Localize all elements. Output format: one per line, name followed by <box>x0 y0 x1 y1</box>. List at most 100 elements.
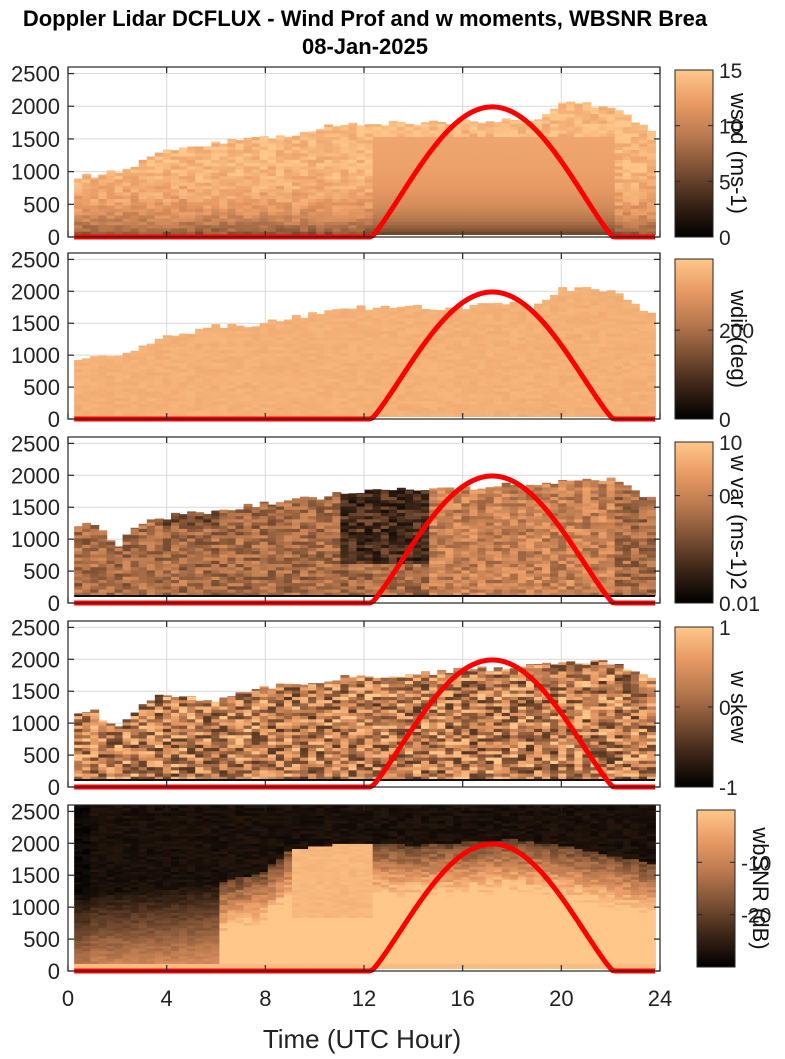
heatmap-cell <box>122 191 132 196</box>
heatmap-cell <box>356 175 366 180</box>
heatmap-cell <box>259 397 269 402</box>
heatmap-cell <box>647 221 656 226</box>
heatmap-cell <box>542 155 552 160</box>
heatmap-cell <box>517 136 527 141</box>
heatmap-cell <box>340 352 350 357</box>
heatmap-cell <box>469 182 479 186</box>
heatmap-cell <box>219 403 229 408</box>
heatmap-cell <box>453 403 463 408</box>
heatmap-cell <box>461 231 471 235</box>
y-tick-label: 0 <box>48 225 60 250</box>
heatmap-cell <box>534 146 543 150</box>
heatmap-cell <box>380 149 390 154</box>
heatmap-cell <box>638 218 648 222</box>
heatmap-cell <box>574 126 584 131</box>
heatmap-cell <box>372 320 382 325</box>
heatmap-cell <box>598 106 608 111</box>
heatmap-cell <box>582 126 592 131</box>
heatmap-cell <box>590 169 600 173</box>
heatmap-cell <box>340 214 350 219</box>
heatmap-cell <box>493 146 503 150</box>
heatmap-cell <box>622 198 632 203</box>
heatmap-cell <box>179 343 188 347</box>
heatmap-cell <box>566 123 576 128</box>
heatmap-cell <box>404 165 414 170</box>
heatmap-cell <box>598 195 608 200</box>
heatmap-cell <box>477 378 487 382</box>
heatmap-cell <box>445 403 455 408</box>
heatmap-cell <box>292 394 301 398</box>
heatmap-cell <box>606 178 616 183</box>
heatmap-cell <box>146 178 156 183</box>
heatmap-cell <box>517 368 527 373</box>
heatmap-cell <box>517 346 527 351</box>
heatmap-cell <box>235 394 245 398</box>
heatmap-cell <box>122 169 132 173</box>
heatmap-cell <box>203 339 213 344</box>
heatmap-cell <box>275 374 285 379</box>
heatmap-cell <box>90 403 100 408</box>
heatmap-cell <box>453 191 463 196</box>
heatmap-cell <box>219 336 229 341</box>
heatmap-cell <box>413 381 422 386</box>
heatmap-cell <box>364 165 374 170</box>
heatmap-cell <box>388 336 398 341</box>
heatmap-cell <box>558 333 568 338</box>
heatmap-cell <box>477 122 487 124</box>
heatmap-cell <box>404 123 414 128</box>
heatmap-cell <box>550 224 560 229</box>
heatmap-cell <box>542 165 552 170</box>
heatmap-cell <box>259 413 269 418</box>
heatmap-cell <box>243 400 253 405</box>
heatmap-cell <box>114 182 124 186</box>
heatmap-cell <box>501 314 511 319</box>
heatmap-cell <box>308 208 318 213</box>
heatmap-cell <box>227 362 237 366</box>
heatmap-cell <box>396 149 406 154</box>
heatmap-cell <box>243 403 253 408</box>
heatmap-cell <box>324 333 334 338</box>
heatmap-cell <box>130 218 140 222</box>
heatmap-cell <box>461 221 471 226</box>
heatmap-cell <box>227 139 237 144</box>
heatmap-cell <box>154 355 164 360</box>
heatmap-cell <box>477 307 487 312</box>
heatmap-cell <box>316 406 326 411</box>
heatmap-cell <box>308 390 318 395</box>
heatmap-cell <box>453 224 463 229</box>
heatmap-cell <box>566 365 576 370</box>
heatmap-cell <box>558 301 568 306</box>
heatmap-cell <box>292 169 301 173</box>
heatmap-cell <box>316 211 326 216</box>
heatmap-cell <box>364 169 374 173</box>
heatmap-cell <box>606 159 616 164</box>
heatmap-cell <box>316 129 326 134</box>
heatmap-cell <box>380 182 390 186</box>
heatmap-cell <box>82 387 92 392</box>
heatmap-cell <box>332 320 342 325</box>
heatmap-cell <box>162 227 172 232</box>
heatmap-cell <box>162 185 172 190</box>
heatmap-cell <box>453 188 463 193</box>
heatmap-cell <box>170 381 180 386</box>
heatmap-cell <box>187 397 197 402</box>
heatmap-cell <box>396 384 406 389</box>
heatmap-cell <box>82 394 92 398</box>
heatmap-cell <box>98 218 108 222</box>
heatmap-cell <box>179 362 188 366</box>
heatmap-cell <box>283 149 293 154</box>
heatmap-cell <box>429 218 439 222</box>
heatmap-cell <box>542 146 552 150</box>
heatmap-cell <box>630 195 640 200</box>
heatmap-cell <box>517 406 527 411</box>
heatmap-cell <box>437 336 447 341</box>
heatmap-cell <box>517 123 527 128</box>
heatmap-cell <box>501 336 511 341</box>
heatmap-cell <box>445 381 455 386</box>
heatmap-cell <box>162 339 172 344</box>
heatmap-cell <box>187 146 197 150</box>
heatmap-cell <box>283 178 293 183</box>
heatmap-cell <box>380 336 390 341</box>
heatmap-cell <box>187 362 197 366</box>
heatmap-cell <box>388 169 398 173</box>
